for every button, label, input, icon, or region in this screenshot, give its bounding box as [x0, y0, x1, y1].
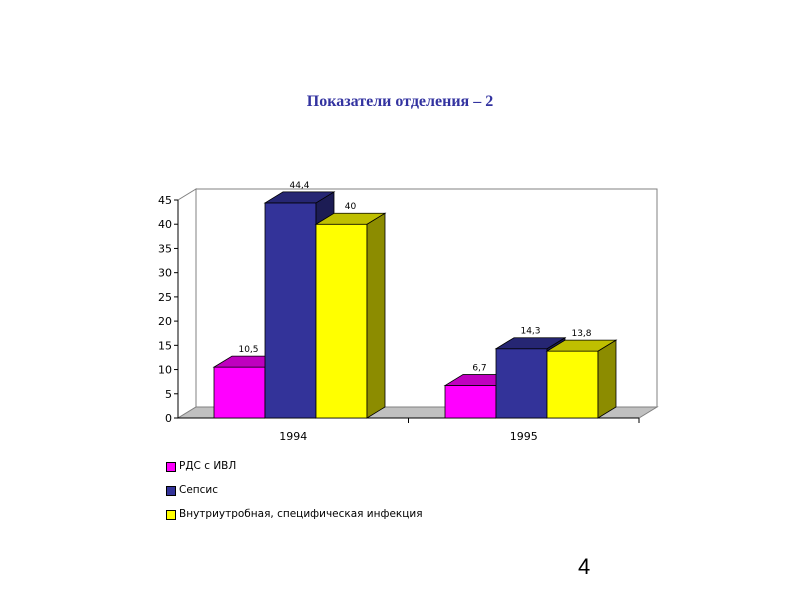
legend-label: РДС с ИВЛ [179, 460, 237, 472]
bar-front [315, 223, 368, 419]
x-tick-label: 1994 [279, 430, 307, 443]
data-label: 6,7 [472, 364, 486, 374]
legend-swatch [166, 486, 176, 496]
data-label: 14,3 [520, 327, 540, 337]
bar-front [495, 348, 548, 419]
legend-swatch [166, 510, 176, 520]
data-label: 40 [345, 202, 357, 212]
bar-top [263, 191, 336, 204]
y-tick-label: 40 [158, 218, 172, 231]
data-label: 10,5 [238, 345, 258, 355]
y-tick-label: 20 [158, 315, 172, 328]
y-tick-label: 0 [165, 412, 172, 425]
bar-top [314, 212, 387, 225]
bar-top [545, 339, 618, 352]
y-tick-label: 15 [158, 339, 172, 352]
x-tick-label: 1995 [510, 430, 538, 443]
y-tick-label: 25 [158, 291, 172, 304]
y-tick-label: 10 [158, 364, 172, 377]
legend-label: Внутриутробная, специфическая инфекция [179, 508, 423, 520]
data-label: 44,4 [289, 181, 309, 191]
y-tick-label: 5 [165, 388, 172, 401]
bar-front [264, 202, 317, 419]
data-label: 13,8 [571, 329, 591, 339]
bar-front [444, 385, 497, 419]
bar-front [213, 366, 266, 419]
legend-swatch [166, 462, 176, 472]
bar-side [366, 212, 386, 419]
bar-front [546, 350, 599, 419]
chart-title: Показатели отделения – 2 [306, 93, 494, 110]
y-tick-label: 45 [158, 194, 172, 207]
page-number: 4 [578, 554, 591, 579]
y-tick-label: 30 [158, 267, 172, 280]
y-tick-label: 35 [158, 242, 172, 255]
legend-label: Сепсис [179, 484, 219, 496]
bar-top [494, 337, 567, 350]
bar-side [597, 339, 617, 419]
side-wall [177, 188, 197, 419]
